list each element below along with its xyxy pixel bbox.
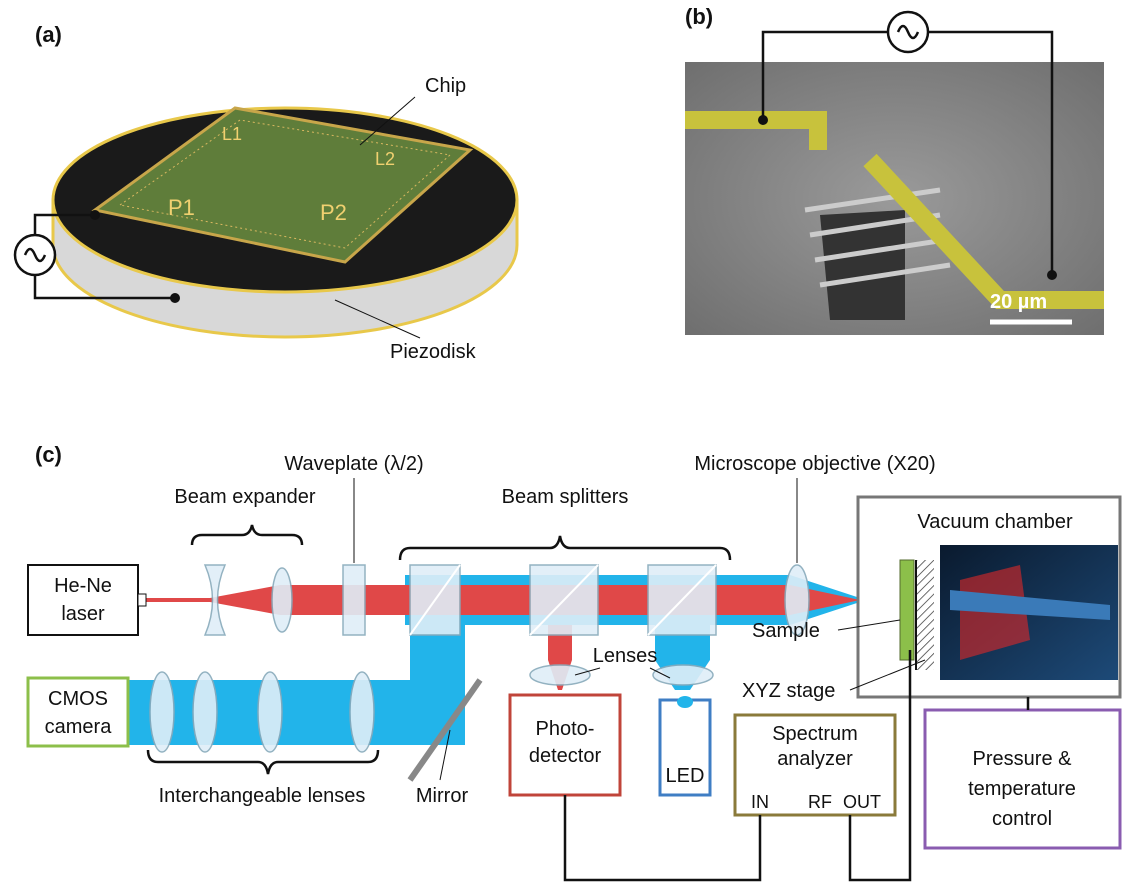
scale-bar-label: 20 µm: [990, 291, 1047, 313]
leader: [439, 729, 451, 781]
photodetector-label: Photo-: [536, 718, 595, 740]
lens: [203, 564, 227, 636]
beam-splitters: [409, 564, 717, 636]
panel-b: (b) 20 µm: [685, 4, 1104, 335]
port-label: IN: [751, 792, 769, 812]
wire: [33, 213, 175, 300]
ac-symbol: [23, 247, 47, 263]
leader: [334, 299, 421, 339]
analyzer-label: analyzer: [777, 748, 853, 770]
expander-label: Beam expander: [174, 486, 316, 508]
contact: [170, 293, 180, 303]
leader: [359, 96, 416, 146]
photodetector-label: detector: [529, 745, 602, 767]
objective-label: Microscope objective (X20): [694, 453, 935, 475]
lenses-label: Lenses: [593, 645, 658, 667]
cable: [563, 650, 1030, 882]
trench: [820, 210, 905, 320]
control-label: Pressure &: [973, 748, 1073, 770]
contact: [758, 115, 768, 125]
lens: [271, 567, 293, 633]
chip-label: Chip: [425, 75, 466, 97]
chamber-label: Vacuum chamber: [917, 511, 1073, 533]
chip-mark: L1: [222, 124, 242, 144]
chip: [91, 106, 474, 264]
panel-label: (c): [35, 442, 62, 467]
waveplate-label: Waveplate (λ/2): [284, 453, 423, 475]
electrode: [685, 111, 827, 150]
sample-label: Sample: [752, 620, 820, 642]
splitters-label: Beam splitters: [502, 486, 629, 508]
laser-label: He-Ne: [54, 575, 112, 597]
chip-mark: P2: [320, 200, 347, 225]
panel-a: (a) L1 L2 P1 P2 Chip Piezodisk: [13, 22, 519, 363]
brace: [190, 524, 304, 546]
camera-lenses: [149, 671, 375, 753]
laser-port: [137, 593, 147, 607]
blue-beam: [128, 680, 465, 745]
port-label: RF: [808, 792, 832, 812]
leader: [574, 667, 601, 676]
chip-mark: P1: [168, 195, 195, 220]
objective: [784, 564, 810, 636]
panel-label: (b): [685, 4, 713, 29]
contact: [90, 210, 100, 220]
sample: [899, 559, 915, 661]
stage-label: XYZ stage: [742, 680, 835, 702]
waveplate: [342, 564, 366, 636]
red-beam: [138, 585, 860, 615]
led: [677, 696, 693, 708]
ac-symbol: [896, 24, 920, 40]
stage: [916, 560, 934, 670]
wire: [761, 30, 1054, 275]
camera-box: [26, 676, 130, 748]
panel-c: (c) He-Ne laser CMOS camera Photo- detec…: [26, 442, 1122, 882]
chip-mark: L2: [375, 149, 395, 169]
leader: [849, 659, 926, 691]
led-label: LED: [666, 765, 705, 787]
analyzer-label: Spectrum: [772, 723, 858, 745]
control-box: [923, 708, 1122, 850]
panel-label: (a): [35, 22, 62, 47]
analyzer-box: [733, 713, 897, 817]
laser-label: laser: [61, 603, 105, 625]
piezodisk-label: Piezodisk: [390, 341, 477, 363]
camera-label: camera: [45, 716, 113, 738]
lens: [529, 664, 591, 686]
mirror: [407, 678, 483, 782]
electrode: [863, 153, 1104, 309]
mirror-label: Mirror: [416, 785, 469, 807]
control-label: temperature: [968, 778, 1076, 800]
contact: [1047, 270, 1057, 280]
chip-render: [950, 590, 1110, 620]
chip-pads: [118, 119, 452, 249]
lens: [652, 664, 714, 686]
port-label: OUT: [843, 792, 881, 812]
laser-box: [27, 564, 139, 636]
leader: [837, 619, 901, 631]
leader: [649, 667, 671, 679]
brace: [398, 535, 732, 561]
control-label: control: [992, 808, 1052, 830]
brace: [146, 749, 380, 775]
camera-label: CMOS: [48, 688, 108, 710]
lenses-label: Interchangeable lenses: [159, 785, 366, 807]
